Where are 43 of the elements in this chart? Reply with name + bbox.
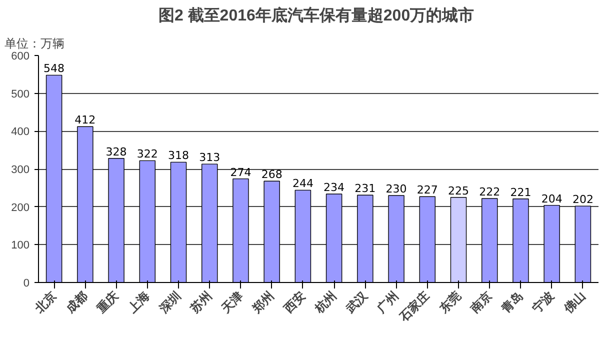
data-label: 234 — [324, 180, 345, 194]
x-tick-label: 武汉 — [342, 288, 371, 316]
data-label: 412 — [74, 114, 96, 127]
y-tick-label: 500 — [11, 88, 30, 100]
x-tick-label: 杭州 — [311, 288, 340, 316]
x-tick-label: 天津 — [218, 288, 246, 316]
data-label: 227 — [416, 184, 438, 197]
x-tick-label: 苏州 — [186, 288, 215, 316]
data-label: 268 — [261, 168, 282, 182]
x-tick-label: 深圳 — [156, 288, 184, 316]
x-tick-label: 南京 — [466, 288, 495, 316]
x-tick-label: 北京 — [31, 288, 60, 316]
data-label: 313 — [199, 151, 220, 164]
data-label: 548 — [44, 62, 65, 76]
x-tick-label: 西安 — [280, 288, 308, 316]
data-label: 222 — [479, 186, 500, 199]
data-label: 221 — [510, 186, 532, 199]
x-tick-label: 郑州 — [249, 288, 277, 316]
y-tick-label: 300 — [11, 164, 30, 176]
data-label: 204 — [541, 192, 562, 206]
data-label: 328 — [106, 145, 127, 158]
x-tick-label: 上海 — [124, 288, 152, 316]
y-tick-label: 400 — [11, 126, 30, 138]
y-axis-title: 单位：万辆 — [4, 36, 64, 50]
y-tick-label: 100 — [11, 240, 30, 252]
x-tick-label: 青岛 — [498, 288, 526, 316]
data-label: 244 — [292, 177, 314, 190]
data-label: 318 — [168, 149, 189, 162]
data-label: 202 — [572, 193, 594, 206]
x-tick-label: 成都 — [62, 288, 90, 316]
x-tick-label: 重庆 — [94, 288, 122, 316]
data-label: 225 — [448, 184, 469, 198]
data-label: 322 — [136, 148, 158, 161]
data-label: 231 — [354, 182, 376, 196]
data-label: 274 — [230, 166, 252, 179]
x-tick-label: 佛山 — [560, 288, 588, 316]
y-tick-label: 0 — [23, 278, 30, 290]
x-tick-label: 东莞 — [436, 288, 464, 316]
data-label: 230 — [386, 182, 407, 196]
y-tick-label: 200 — [11, 202, 30, 214]
y-tick-label: 600 — [11, 50, 30, 62]
chart-title: 图2 截至2016年底汽车保有量超200万的城市 — [158, 6, 474, 24]
x-tick-label: 宁波 — [530, 288, 558, 316]
